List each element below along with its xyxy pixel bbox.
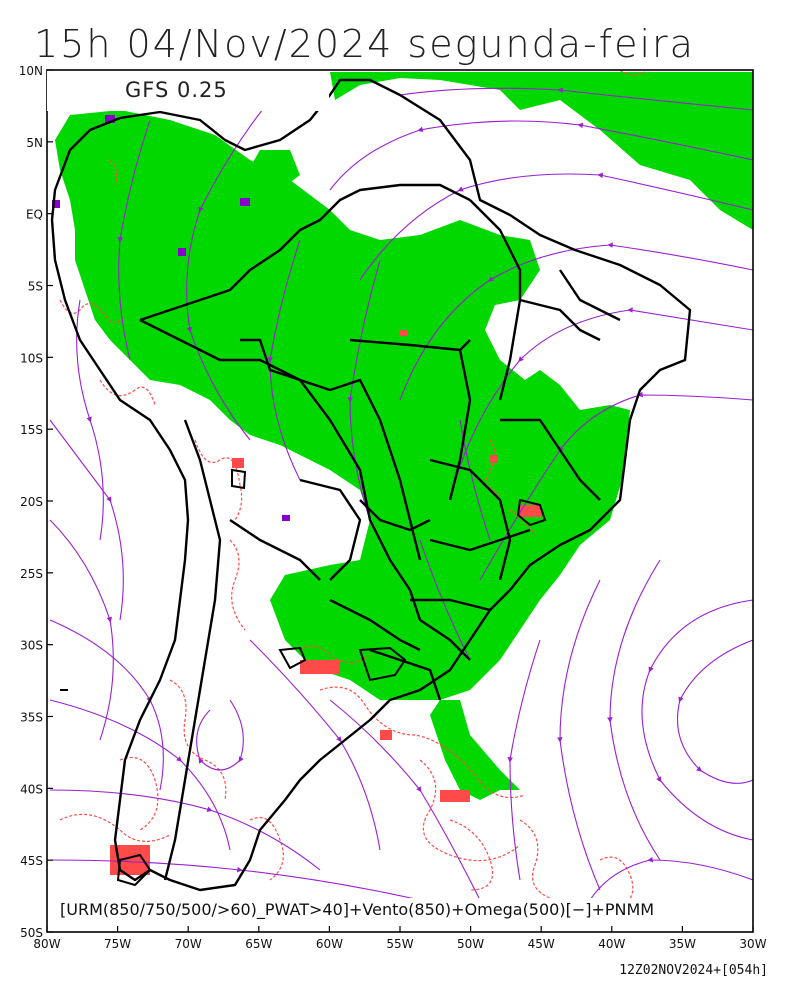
border-details bbox=[60, 468, 547, 887]
run-stamp: 12Z02NOV2024+[054h] bbox=[619, 963, 768, 978]
lat-label: 10S bbox=[20, 351, 43, 365]
lon-label: 50W bbox=[457, 937, 484, 951]
lat-label: 10N bbox=[19, 64, 43, 78]
legend-box bbox=[56, 898, 746, 924]
lat-label: 35S bbox=[20, 711, 43, 725]
lon-label: 30W bbox=[739, 937, 766, 951]
map-title: 15h 04/Nov/2024 segunda-feira bbox=[34, 22, 695, 66]
lat-label: 25S bbox=[20, 567, 43, 581]
lat-label: 45S bbox=[20, 854, 43, 868]
lon-label: 35W bbox=[669, 937, 696, 951]
lat-label: 30S bbox=[20, 639, 43, 653]
lat-label: 50S bbox=[20, 926, 43, 940]
lat-label: 20S bbox=[20, 495, 43, 509]
lat-label: 15S bbox=[20, 423, 43, 437]
lat-label: EQ bbox=[26, 208, 43, 222]
lon-label: 65W bbox=[245, 937, 272, 951]
legend-caption: [URM(850/750/500/>60)_PWAT>40]+Vento(850… bbox=[60, 900, 655, 919]
model-label: GFS 0.25 bbox=[125, 78, 228, 102]
lon-label: 40W bbox=[598, 937, 625, 951]
pwat-highlights bbox=[52, 115, 290, 521]
borders bbox=[50, 78, 692, 892]
lat-label: 5S bbox=[28, 280, 43, 294]
lat-label: 5N bbox=[26, 136, 43, 150]
lon-label: 60W bbox=[316, 937, 343, 951]
lon-label: 55W bbox=[386, 937, 413, 951]
lon-label: 75W bbox=[104, 937, 131, 951]
lon-label: 80W bbox=[33, 937, 60, 951]
lon-label: 70W bbox=[175, 937, 202, 951]
latitude-axis: 10N 5N EQ 5S 10S 15S 20S 25S 30S 35S 40S 45S 50S bbox=[19, 64, 53, 940]
longitude-axis: 80W 75W 70W 65W 60W 55W 50W 45W 40W 35W 30W bbox=[33, 926, 767, 951]
model-label-box bbox=[47, 71, 329, 111]
streamlines bbox=[49, 87, 753, 901]
lat-label: 40S bbox=[20, 782, 43, 796]
lon-label: 45W bbox=[528, 937, 555, 951]
